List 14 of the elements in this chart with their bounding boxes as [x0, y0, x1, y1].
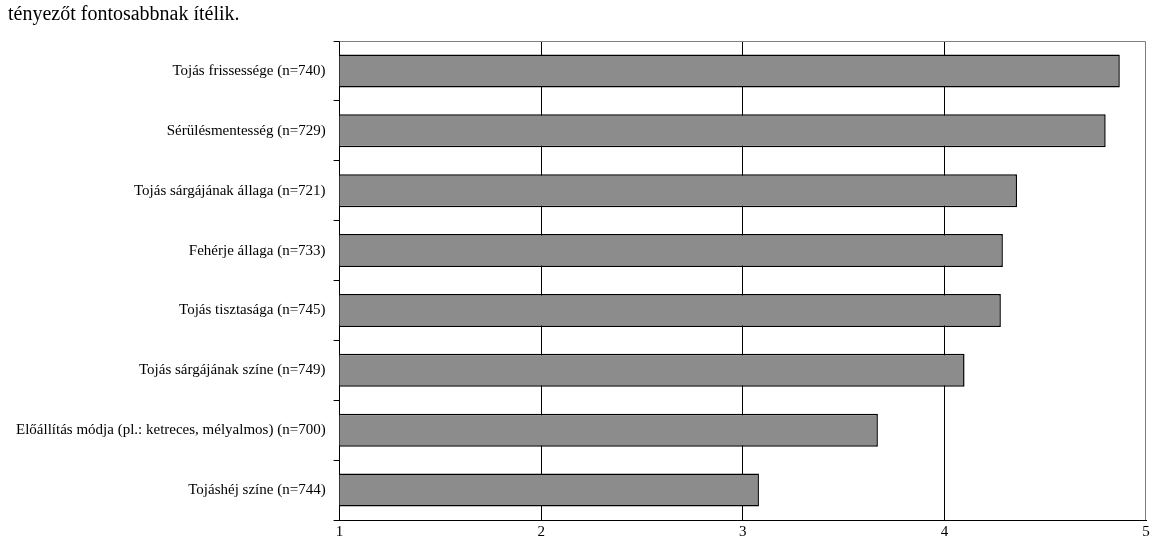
y-tick-label: Sérülésmentesség (n=729) [166, 121, 326, 139]
x-tick-label: 1 [335, 522, 344, 539]
x-tick-label: 3 [739, 522, 747, 539]
y-tick-label: Fehérje állaga (n=733) [188, 241, 326, 259]
x-tick-label: 4 [940, 522, 949, 539]
y-tick-label: Előállítás módja (pl.: ketreces, mélyalmos) (n=700) [16, 421, 326, 439]
x-tick-label: 2 [537, 522, 545, 539]
text: tényezőt fontosabbnak ítélik. [8, 2, 241, 24]
y-tick-label: Tojáshéj színe (n=744) [188, 481, 326, 498]
y-tick-label: Tojás sárgájának színe (n=749) [138, 361, 326, 379]
y-tick-label: Tojás sárgájának állaga (n=721) [133, 181, 326, 199]
y-tick-label: Tojás tisztasága (n=745) [179, 301, 326, 319]
x-tick-label: 5 [1142, 522, 1150, 539]
y-tick-label: Tojás frissessége (n=740) [172, 61, 326, 79]
